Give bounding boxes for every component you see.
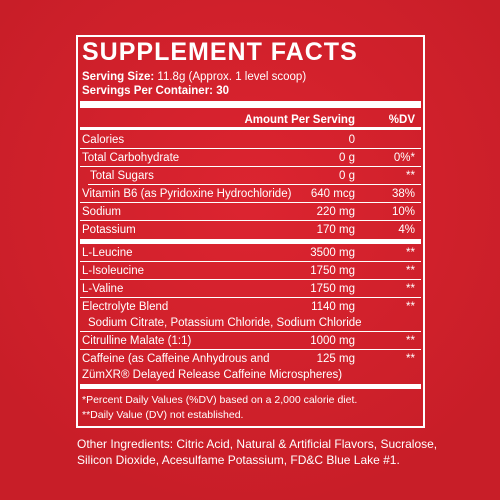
- amount: 640 mcg: [310, 188, 355, 200]
- daily-value: 4%: [398, 224, 415, 236]
- daily-value: **: [406, 301, 415, 313]
- amount: 170 mg: [316, 224, 355, 236]
- thick-rule: [80, 239, 421, 244]
- daily-value: 0%*: [393, 152, 415, 164]
- dv-header: %DV: [388, 114, 415, 126]
- daily-value: **: [406, 335, 415, 347]
- row-rule: [80, 166, 421, 167]
- facts-panel: [76, 35, 425, 428]
- daily-value: **: [406, 283, 415, 295]
- row-rule: [80, 261, 421, 262]
- row-rule: [80, 297, 421, 298]
- nutrient-name: Total Sugars: [90, 170, 154, 182]
- footnote: **Daily Value (DV) not established.: [82, 409, 244, 421]
- daily-value: **: [406, 170, 415, 182]
- nutrient-name: Total Carbohydrate: [82, 152, 180, 164]
- serving-size-value: 11.8g (Approx. 1 level scoop): [157, 71, 307, 83]
- nutrient-name: L-Valine: [82, 283, 124, 295]
- amount: 1140 mg: [311, 301, 355, 313]
- daily-value: **: [406, 265, 415, 277]
- title: SUPPLEMENT FACTS: [82, 38, 358, 66]
- row-rule: [80, 331, 421, 332]
- amount: 1750 mg: [310, 265, 355, 277]
- thick-rule: [80, 101, 421, 108]
- amount: 125 mg: [316, 353, 355, 365]
- amount: 1000 mg: [310, 335, 355, 347]
- servings-value: 30: [216, 85, 230, 97]
- servings: Servings Per Container: 30: [82, 84, 229, 98]
- amount: 1750 mg: [310, 283, 355, 295]
- other-ingredients: Silicon Dioxide, Acesulfame Potassium, F…: [77, 453, 400, 467]
- daily-value: **: [406, 247, 415, 259]
- nutrient-name: Caffeine (as Caffeine Anhydrous and: [82, 353, 270, 365]
- nutrient-name: Sodium: [82, 206, 121, 218]
- other-ingredients: Other Ingredients: Citric Acid, Natural …: [77, 437, 438, 451]
- nutrient-detail: ZümXR® Delayed Release Caffeine Microsph…: [82, 369, 343, 381]
- serving-size-label: Serving Size:: [82, 71, 155, 83]
- rule: [80, 127, 421, 130]
- nutrient-name: Calories: [82, 134, 125, 146]
- footnote: *Percent Daily Values (%DV) based on a 2…: [82, 394, 358, 406]
- amount: 3500 mg: [310, 247, 355, 259]
- daily-value: 10%: [391, 206, 415, 218]
- servings-label: Servings Per Container:: [82, 85, 214, 97]
- daily-value: 38%: [391, 188, 415, 200]
- nutrient-name: L-Isoleucine: [82, 265, 145, 277]
- row-rule: [80, 202, 421, 203]
- row-rule: [80, 279, 421, 280]
- thick-rule: [80, 384, 421, 389]
- nutrient-name: Potassium: [82, 224, 136, 236]
- amount: 0 g: [339, 152, 355, 164]
- nutrient-name: L-Leucine: [82, 247, 133, 259]
- amount: 220 mg: [316, 206, 355, 218]
- row-rule: [88, 184, 421, 185]
- nutrient-detail: Sodium Citrate, Potassium Chloride, Sodi…: [88, 317, 362, 329]
- row-rule: [80, 349, 421, 350]
- nutrient-name: Electrolyte Blend: [82, 301, 169, 313]
- nutrient-name: Citrulline Malate (1:1): [82, 335, 192, 347]
- serving-size: Serving Size: 11.8g (Approx. 1 level sco…: [82, 70, 306, 84]
- amount: 0: [348, 134, 355, 146]
- amount-header: Amount Per Serving: [244, 114, 355, 126]
- amount: 0 g: [339, 170, 355, 182]
- row-rule: [80, 148, 421, 149]
- nutrient-name: Vitamin B6 (as Pyridoxine Hydrochloride): [82, 188, 292, 200]
- row-rule: [80, 220, 421, 221]
- daily-value: **: [406, 353, 415, 365]
